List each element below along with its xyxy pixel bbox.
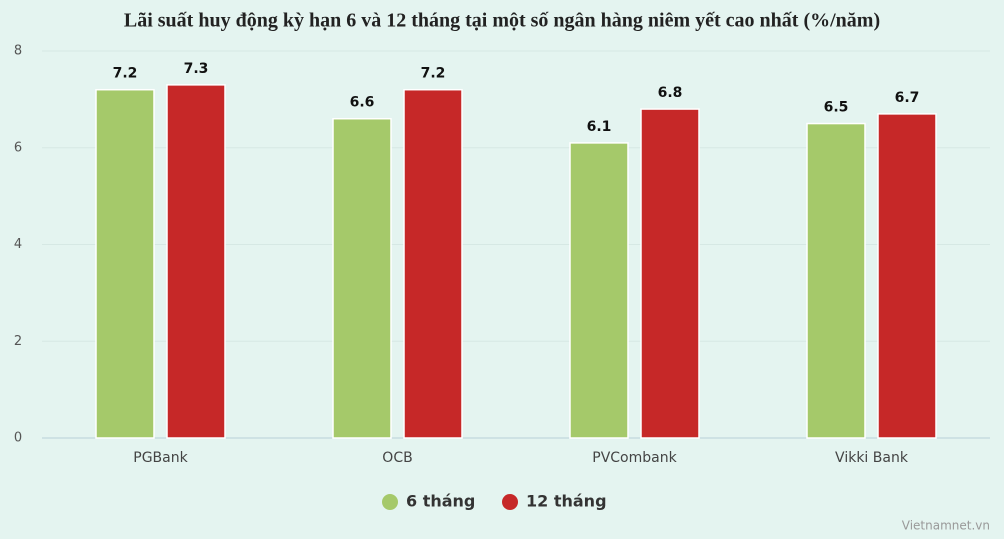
y-tick-label: 6 xyxy=(14,140,22,155)
value-label: 6.8 xyxy=(658,85,683,101)
credit: Vietnamnet.vn xyxy=(902,519,990,533)
y-tick-label: 2 xyxy=(14,334,22,349)
value-label: 6.1 xyxy=(587,119,612,135)
y-tick-label: 0 xyxy=(14,431,22,446)
bar xyxy=(95,88,155,439)
value-label: 6.7 xyxy=(895,90,920,106)
chart-title: Lãi suất huy động kỳ hạn 6 và 12 tháng t… xyxy=(124,10,880,32)
x-tick-label: Vikki Bank xyxy=(835,450,909,466)
value-label: 6.5 xyxy=(824,100,849,116)
bar xyxy=(403,88,463,439)
value-label: 6.6 xyxy=(350,95,375,111)
value-label: 7.2 xyxy=(421,66,446,82)
bar xyxy=(640,108,700,439)
legend-label: 6 tháng xyxy=(406,492,475,511)
bar xyxy=(332,117,392,439)
bar xyxy=(166,84,226,439)
x-tick-label: PVCombank xyxy=(592,450,677,466)
x-tick-label: OCB xyxy=(382,450,412,466)
bar xyxy=(877,113,937,439)
value-label: 7.3 xyxy=(184,61,209,77)
legend-marker xyxy=(502,494,518,510)
bar xyxy=(569,142,629,439)
legend-label: 12 tháng xyxy=(526,492,607,511)
y-tick-label: 8 xyxy=(14,44,22,59)
legend-marker xyxy=(382,494,398,510)
x-tick-label: PGBank xyxy=(133,450,188,466)
value-label: 7.2 xyxy=(113,66,138,82)
y-tick-label: 4 xyxy=(14,237,22,252)
bar xyxy=(806,122,866,439)
